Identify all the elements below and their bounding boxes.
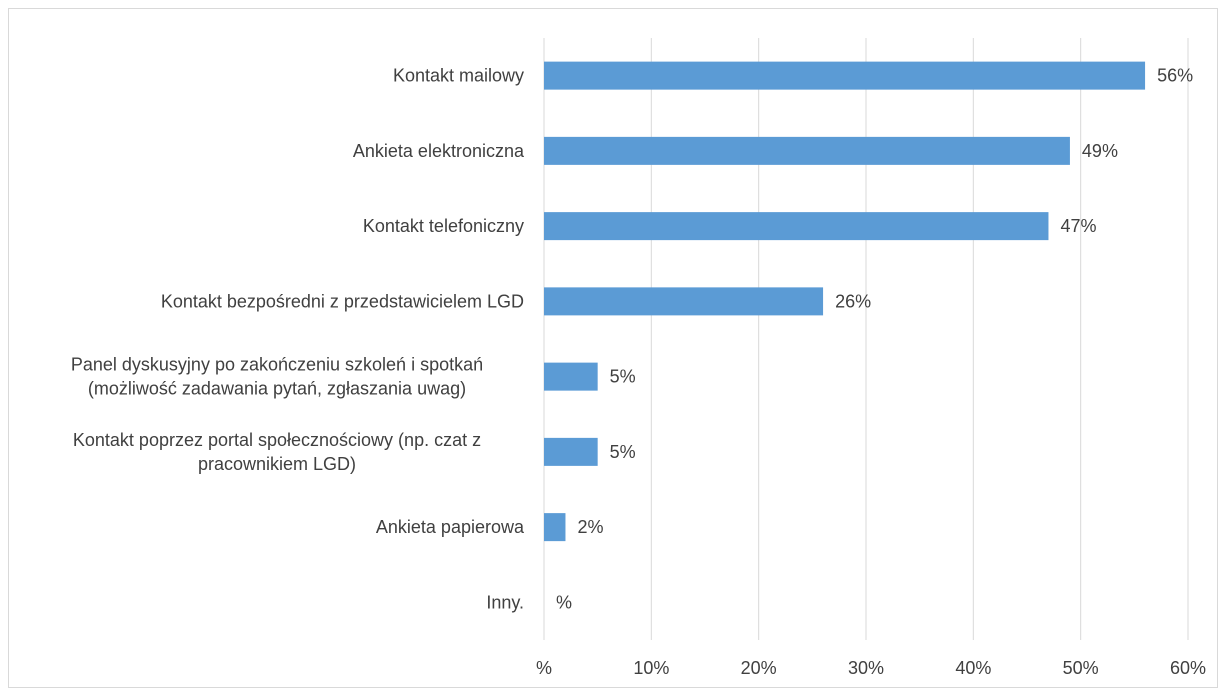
- category-label-line: Ankieta elektroniczna: [353, 141, 525, 161]
- category-label: Kontakt telefoniczny: [363, 216, 524, 236]
- data-label: 5%: [610, 442, 636, 462]
- bar: [544, 287, 824, 316]
- x-tick-label: 10%: [633, 658, 669, 678]
- bar: [544, 437, 598, 466]
- x-tick-label: 50%: [1063, 658, 1099, 678]
- chart-frame: [8, 8, 1218, 688]
- category-label-line: Ankieta papierowa: [376, 517, 525, 537]
- category-label-line: Kontakt poprzez portal społecznościowy (…: [73, 430, 481, 450]
- category-label: Ankieta papierowa: [376, 517, 525, 537]
- data-label: 26%: [835, 291, 871, 311]
- bar: [544, 362, 598, 391]
- category-label: Kontakt mailowy: [393, 66, 524, 86]
- data-label: %: [556, 592, 572, 612]
- x-tick-label: 60%: [1170, 658, 1206, 678]
- category-label: Kontakt bezpośredni z przedstawicielem L…: [161, 291, 524, 311]
- data-label: 49%: [1082, 141, 1118, 161]
- bar: [544, 136, 1070, 165]
- x-axis-tick-labels: % 10% 20% 30% 40% 50% 60%: [536, 658, 1206, 678]
- x-tick-label: 40%: [955, 658, 991, 678]
- category-label-line: Kontakt bezpośredni z przedstawicielem L…: [161, 291, 524, 311]
- data-label: 2%: [577, 517, 603, 537]
- category-label: Panel dyskusyjny po zakończeniu szkoleń …: [71, 355, 483, 399]
- data-label: 56%: [1157, 66, 1193, 86]
- category-label-line: Kontakt telefoniczny: [363, 216, 524, 236]
- category-label: Inny.: [486, 592, 524, 612]
- x-tick-label: 30%: [848, 658, 884, 678]
- bars: [544, 61, 1146, 542]
- category-label: Ankieta elektroniczna: [353, 141, 525, 161]
- category-label-line: pracownikiem LGD): [198, 454, 356, 474]
- category-labels: Kontakt mailowy Ankieta elektroniczna Kont…: [71, 66, 525, 613]
- gridlines: [543, 38, 1189, 640]
- x-tick-label: 20%: [741, 658, 777, 678]
- data-labels: 56% 49% 47% 26% 5% 5% 2%%: [556, 66, 1193, 613]
- x-tick-label: %: [536, 658, 552, 678]
- data-label: 47%: [1060, 216, 1096, 236]
- bar: [544, 212, 1049, 241]
- bar: [544, 61, 1146, 90]
- category-label-line: Panel dyskusyjny po zakończeniu szkoleń …: [71, 355, 483, 375]
- category-label-line: Kontakt mailowy: [393, 66, 524, 86]
- category-label: Kontakt poprzez portal społecznościowy (…: [73, 430, 481, 474]
- category-label-line: (możliwość zadawania pytań, zgłaszania u…: [88, 379, 466, 399]
- data-label: 5%: [610, 367, 636, 387]
- bar: [544, 513, 566, 542]
- category-label-line: Inny.: [486, 592, 524, 612]
